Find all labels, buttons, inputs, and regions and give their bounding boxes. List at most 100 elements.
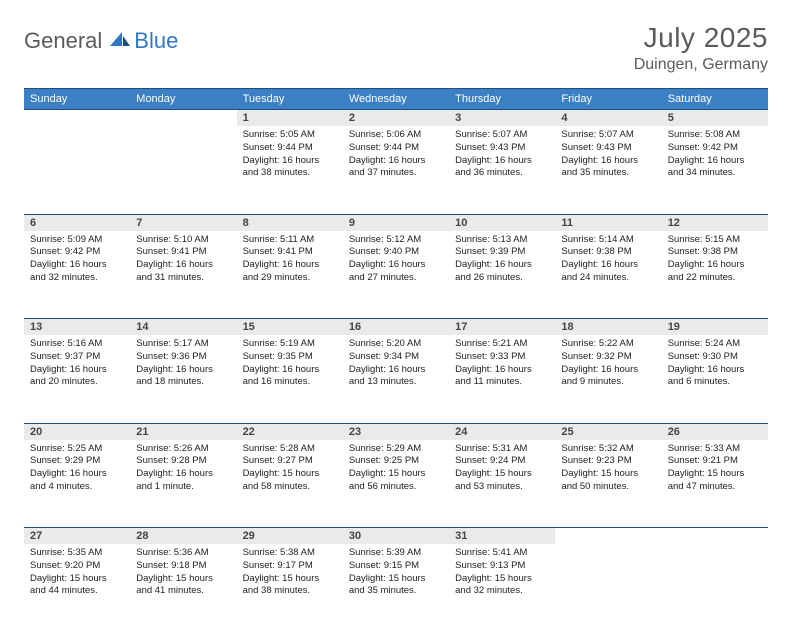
day-number: 12	[662, 214, 768, 231]
day-number: 15	[237, 319, 343, 336]
daylight-line: Daylight: 16 hours and 27 minutes.	[349, 259, 443, 285]
sunset-line: Sunset: 9:41 PM	[136, 246, 230, 259]
day-cell: Sunrise: 5:41 AMSunset: 9:13 PMDaylight:…	[449, 544, 555, 632]
weekday-sunday: Sunday	[24, 89, 130, 110]
sunrise-line: Sunrise: 5:24 AM	[668, 338, 762, 351]
sunrise-line: Sunrise: 5:16 AM	[30, 338, 124, 351]
data-row: Sunrise: 5:35 AMSunset: 9:20 PMDaylight:…	[24, 544, 768, 632]
daylight-line: Daylight: 16 hours and 22 minutes.	[668, 259, 762, 285]
sunrise-line: Sunrise: 5:38 AM	[243, 547, 337, 560]
day-cell: Sunrise: 5:14 AMSunset: 9:38 PMDaylight:…	[555, 231, 661, 319]
day-cell: Sunrise: 5:07 AMSunset: 9:43 PMDaylight:…	[449, 126, 555, 214]
sunrise-line: Sunrise: 5:15 AM	[668, 234, 762, 247]
sunrise-line: Sunrise: 5:29 AM	[349, 443, 443, 456]
day-cell: Sunrise: 5:26 AMSunset: 9:28 PMDaylight:…	[130, 440, 236, 528]
weekday-thursday: Thursday	[449, 89, 555, 110]
daylight-line: Daylight: 16 hours and 6 minutes.	[668, 364, 762, 390]
sunset-line: Sunset: 9:25 PM	[349, 455, 443, 468]
day-number: 7	[130, 214, 236, 231]
sunset-line: Sunset: 9:44 PM	[243, 142, 337, 155]
sunset-line: Sunset: 9:37 PM	[30, 351, 124, 364]
sunset-line: Sunset: 9:42 PM	[668, 142, 762, 155]
sunrise-line: Sunrise: 5:26 AM	[136, 443, 230, 456]
logo-text-blue: Blue	[134, 28, 178, 54]
daylight-line: Daylight: 15 hours and 32 minutes.	[455, 573, 549, 599]
empty-cell	[555, 528, 661, 545]
day-number: 29	[237, 528, 343, 545]
empty-cell	[130, 110, 236, 127]
sunset-line: Sunset: 9:18 PM	[136, 560, 230, 573]
weekday-monday: Monday	[130, 89, 236, 110]
sunset-line: Sunset: 9:43 PM	[455, 142, 549, 155]
daylight-line: Daylight: 16 hours and 36 minutes.	[455, 155, 549, 181]
daylight-line: Daylight: 15 hours and 38 minutes.	[243, 573, 337, 599]
day-number: 19	[662, 319, 768, 336]
sunrise-line: Sunrise: 5:25 AM	[30, 443, 124, 456]
sunrise-line: Sunrise: 5:19 AM	[243, 338, 337, 351]
daylight-line: Daylight: 16 hours and 29 minutes.	[243, 259, 337, 285]
daylight-line: Daylight: 16 hours and 24 minutes.	[561, 259, 655, 285]
daylight-line: Daylight: 16 hours and 38 minutes.	[243, 155, 337, 181]
day-cell: Sunrise: 5:35 AMSunset: 9:20 PMDaylight:…	[24, 544, 130, 632]
sunrise-line: Sunrise: 5:09 AM	[30, 234, 124, 247]
daylight-line: Daylight: 16 hours and 9 minutes.	[561, 364, 655, 390]
day-number: 24	[449, 423, 555, 440]
sunset-line: Sunset: 9:42 PM	[30, 246, 124, 259]
sunset-line: Sunset: 9:40 PM	[349, 246, 443, 259]
day-number: 14	[130, 319, 236, 336]
empty-cell	[130, 126, 236, 214]
sunrise-line: Sunrise: 5:14 AM	[561, 234, 655, 247]
sunset-line: Sunset: 9:32 PM	[561, 351, 655, 364]
header: General Blue July 2025 Duingen, Germany	[24, 22, 768, 74]
weekday-header-row: Sunday Monday Tuesday Wednesday Thursday…	[24, 89, 768, 110]
weekday-saturday: Saturday	[662, 89, 768, 110]
day-cell: Sunrise: 5:17 AMSunset: 9:36 PMDaylight:…	[130, 335, 236, 423]
day-number: 31	[449, 528, 555, 545]
day-number: 28	[130, 528, 236, 545]
weekday-wednesday: Wednesday	[343, 89, 449, 110]
day-number: 26	[662, 423, 768, 440]
daylight-line: Daylight: 16 hours and 18 minutes.	[136, 364, 230, 390]
day-cell: Sunrise: 5:15 AMSunset: 9:38 PMDaylight:…	[662, 231, 768, 319]
sunset-line: Sunset: 9:38 PM	[668, 246, 762, 259]
page-title: July 2025	[634, 22, 768, 54]
sunrise-line: Sunrise: 5:21 AM	[455, 338, 549, 351]
day-cell: Sunrise: 5:21 AMSunset: 9:33 PMDaylight:…	[449, 335, 555, 423]
day-cell: Sunrise: 5:08 AMSunset: 9:42 PMDaylight:…	[662, 126, 768, 214]
day-number: 22	[237, 423, 343, 440]
daylight-line: Daylight: 15 hours and 44 minutes.	[30, 573, 124, 599]
sunset-line: Sunset: 9:34 PM	[349, 351, 443, 364]
day-number: 13	[24, 319, 130, 336]
day-cell: Sunrise: 5:33 AMSunset: 9:21 PMDaylight:…	[662, 440, 768, 528]
sunset-line: Sunset: 9:35 PM	[243, 351, 337, 364]
day-cell: Sunrise: 5:07 AMSunset: 9:43 PMDaylight:…	[555, 126, 661, 214]
empty-cell	[662, 544, 768, 632]
daylight-line: Daylight: 15 hours and 56 minutes.	[349, 468, 443, 494]
day-number: 5	[662, 110, 768, 127]
sunrise-line: Sunrise: 5:22 AM	[561, 338, 655, 351]
day-cell: Sunrise: 5:06 AMSunset: 9:44 PMDaylight:…	[343, 126, 449, 214]
data-row: Sunrise: 5:05 AMSunset: 9:44 PMDaylight:…	[24, 126, 768, 214]
day-number: 10	[449, 214, 555, 231]
day-cell: Sunrise: 5:38 AMSunset: 9:17 PMDaylight:…	[237, 544, 343, 632]
daynum-row: 12345	[24, 110, 768, 127]
daylight-line: Daylight: 16 hours and 37 minutes.	[349, 155, 443, 181]
daylight-line: Daylight: 16 hours and 35 minutes.	[561, 155, 655, 181]
sunset-line: Sunset: 9:21 PM	[668, 455, 762, 468]
daylight-line: Daylight: 16 hours and 34 minutes.	[668, 155, 762, 181]
day-cell: Sunrise: 5:20 AMSunset: 9:34 PMDaylight:…	[343, 335, 449, 423]
sunset-line: Sunset: 9:43 PM	[561, 142, 655, 155]
day-cell: Sunrise: 5:28 AMSunset: 9:27 PMDaylight:…	[237, 440, 343, 528]
sunset-line: Sunset: 9:20 PM	[30, 560, 124, 573]
day-cell: Sunrise: 5:31 AMSunset: 9:24 PMDaylight:…	[449, 440, 555, 528]
day-number: 6	[24, 214, 130, 231]
daynum-row: 20212223242526	[24, 423, 768, 440]
sunrise-line: Sunrise: 5:39 AM	[349, 547, 443, 560]
sunset-line: Sunset: 9:33 PM	[455, 351, 549, 364]
day-number: 21	[130, 423, 236, 440]
daylight-line: Daylight: 16 hours and 4 minutes.	[30, 468, 124, 494]
daylight-line: Daylight: 15 hours and 35 minutes.	[349, 573, 443, 599]
day-number: 8	[237, 214, 343, 231]
daylight-line: Daylight: 15 hours and 58 minutes.	[243, 468, 337, 494]
day-cell: Sunrise: 5:24 AMSunset: 9:30 PMDaylight:…	[662, 335, 768, 423]
